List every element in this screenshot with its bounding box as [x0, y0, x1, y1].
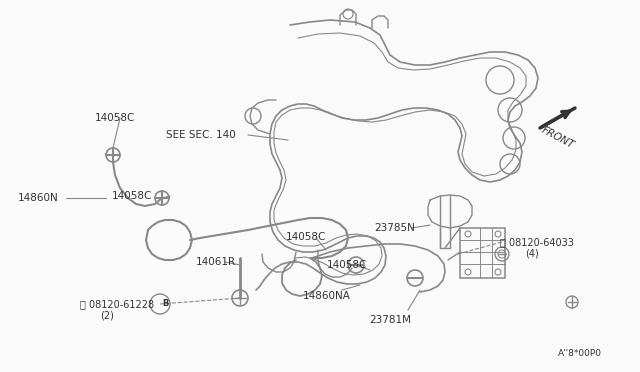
- Text: B: B: [162, 299, 168, 308]
- Text: 14860N: 14860N: [18, 193, 59, 203]
- Text: 23781M: 23781M: [369, 315, 411, 325]
- Text: (4): (4): [525, 249, 539, 259]
- Text: 14061R: 14061R: [196, 257, 236, 267]
- Text: 23785N: 23785N: [374, 223, 415, 233]
- Text: (2): (2): [100, 311, 114, 321]
- Text: 14058C: 14058C: [112, 191, 152, 201]
- Text: Ⓑ 08120-64033: Ⓑ 08120-64033: [500, 237, 574, 247]
- Text: 14860NA: 14860NA: [303, 291, 351, 301]
- Text: FRONT: FRONT: [540, 125, 576, 151]
- Text: 14058C: 14058C: [327, 260, 367, 270]
- Text: SEE SEC. 140: SEE SEC. 140: [166, 130, 236, 140]
- Text: A''8*00P0: A''8*00P0: [558, 349, 602, 357]
- Text: Ⓑ 08120-61228: Ⓑ 08120-61228: [80, 299, 154, 309]
- Text: 14058C: 14058C: [286, 232, 326, 242]
- Text: 14058C: 14058C: [95, 113, 136, 123]
